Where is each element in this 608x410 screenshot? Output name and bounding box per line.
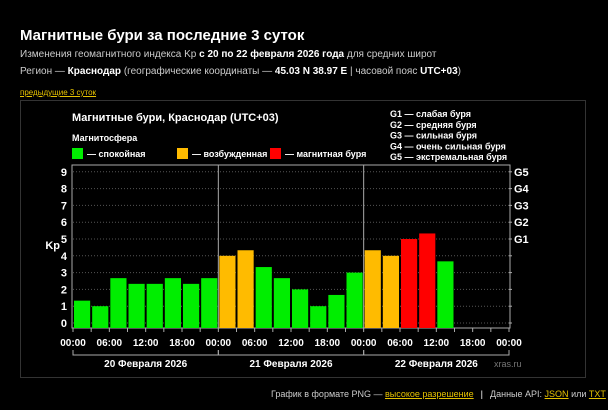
- g-axis-label: G1: [514, 234, 529, 246]
- json-link[interactable]: JSON: [544, 389, 569, 399]
- text: График в формате PNG —: [271, 389, 385, 399]
- y-tick-label: 3: [61, 268, 67, 280]
- g-scale-item: G2 — средняя буря: [390, 120, 477, 130]
- footer: График в формате PNG — высокое разрешени…: [271, 389, 606, 399]
- kp-bar: [74, 300, 91, 328]
- y-tick-label: 8: [61, 184, 67, 196]
- kp-bar: [92, 306, 109, 328]
- kp-bar: [346, 272, 363, 328]
- kp-bar: [183, 283, 200, 328]
- timezone: UTC+03: [420, 66, 458, 77]
- x-tick-label: 18:00: [315, 338, 341, 349]
- previous-3-days-link[interactable]: предыдущие 3 суток: [20, 88, 97, 97]
- kp-bar: [328, 294, 345, 328]
- date-range: с 20 по 22 февраля 2026 года: [199, 49, 345, 60]
- y-tick-label: 4: [61, 251, 68, 263]
- kp-bar: [310, 306, 327, 328]
- region-description: Регион — Краснодар (географические коорд…: [20, 66, 461, 77]
- y-tick-label: 1: [61, 301, 67, 313]
- txt-link[interactable]: TXT: [588, 389, 606, 399]
- kp-bar: [219, 255, 236, 328]
- text: Данные API:: [490, 389, 545, 399]
- g-scale-item: G4 — очень сильная буря: [390, 141, 506, 151]
- text: для средних широт: [344, 49, 437, 60]
- x-tick-label: 00:00: [206, 338, 232, 349]
- x-tick-label: 18:00: [169, 338, 195, 349]
- g-axis-label: G5: [514, 167, 529, 179]
- text: или: [568, 389, 589, 399]
- date-range-description: Изменения геомагнитного индекса Kp с 20 …: [20, 49, 436, 60]
- y-tick-label: 5: [61, 234, 67, 246]
- kp-bar: [292, 289, 309, 328]
- g-scale-item: G3 — сильная буря: [390, 131, 477, 141]
- legend-swatch: [270, 148, 281, 159]
- x-tick-label: 18:00: [460, 338, 486, 349]
- text: (географические координаты —: [121, 66, 275, 77]
- legend-label: — возбужденная: [192, 149, 267, 159]
- x-tick-label: 00:00: [496, 338, 522, 349]
- separator: |: [480, 389, 484, 399]
- text: | часовой пояс: [347, 66, 421, 77]
- kp-bar: [237, 250, 254, 328]
- y-tick-label: 7: [61, 200, 67, 212]
- legend-swatch: [177, 148, 188, 159]
- kp-bar: [164, 278, 181, 328]
- g-axis-label: G3: [514, 200, 529, 212]
- y-tick-label: 2: [61, 284, 67, 296]
- chart-title: Магнитные бури, Краснодар (UTC+03): [72, 112, 279, 124]
- kp-bar: [255, 267, 272, 328]
- day-bracket: [363, 350, 510, 356]
- g-axis-label: G4: [514, 184, 530, 196]
- kp-bar: [110, 278, 127, 328]
- coordinates: 45.03 N 38.97 E: [274, 66, 348, 77]
- text: Изменения геомагнитного индекса Kp: [20, 49, 200, 60]
- x-tick-label: 12:00: [133, 338, 159, 349]
- high-res-link[interactable]: высокое разрешение: [384, 389, 474, 399]
- y-tick-label: 9: [61, 167, 67, 179]
- kp-bar: [364, 250, 381, 328]
- day-label: 22 Февраля 2026: [395, 359, 478, 370]
- legend-title: Магнитосфера: [72, 133, 138, 143]
- x-tick-label: 06:00: [242, 338, 268, 349]
- legend-label: — спокойная: [87, 149, 146, 159]
- kp-bar: [273, 278, 290, 328]
- x-tick-label: 00:00: [60, 338, 86, 349]
- watermark: xras.ru: [494, 359, 522, 369]
- kp-bar: [437, 261, 454, 328]
- day-bracket: [72, 350, 219, 356]
- g-scale-item: G5 — экстремальная буря: [390, 152, 507, 162]
- x-tick-label: 06:00: [97, 338, 123, 349]
- x-tick-label: 12:00: [278, 338, 304, 349]
- page-title: Магнитные бури за последние 3 суток: [20, 27, 305, 44]
- kp-bar: [146, 283, 163, 328]
- y-tick-label: 6: [61, 217, 67, 229]
- legend-swatch: [72, 148, 83, 159]
- day-label: 21 Февраля 2026: [249, 359, 332, 370]
- y-tick-label: 0: [61, 318, 67, 330]
- legend-label: — магнитная буря: [285, 149, 366, 159]
- text: Регион —: [20, 66, 68, 77]
- kp-bar: [419, 233, 436, 328]
- kp-bar: [382, 255, 399, 328]
- city: Краснодар: [67, 66, 122, 77]
- x-tick-label: 12:00: [424, 338, 450, 349]
- x-tick-label: 06:00: [387, 338, 413, 349]
- g-axis-label: G2: [514, 217, 529, 229]
- kp-bar: [201, 278, 218, 328]
- text: ): [457, 66, 461, 77]
- g-scale-item: G1 — слабая буря: [390, 109, 471, 119]
- x-tick-label: 00:00: [351, 338, 377, 349]
- kp-bar: [401, 239, 418, 328]
- day-bracket: [217, 350, 365, 356]
- kp-bar: [128, 283, 145, 328]
- y-axis-label: Kp: [45, 240, 60, 252]
- day-label: 20 Февраля 2026: [104, 359, 187, 370]
- chart-panel: [20, 100, 586, 378]
